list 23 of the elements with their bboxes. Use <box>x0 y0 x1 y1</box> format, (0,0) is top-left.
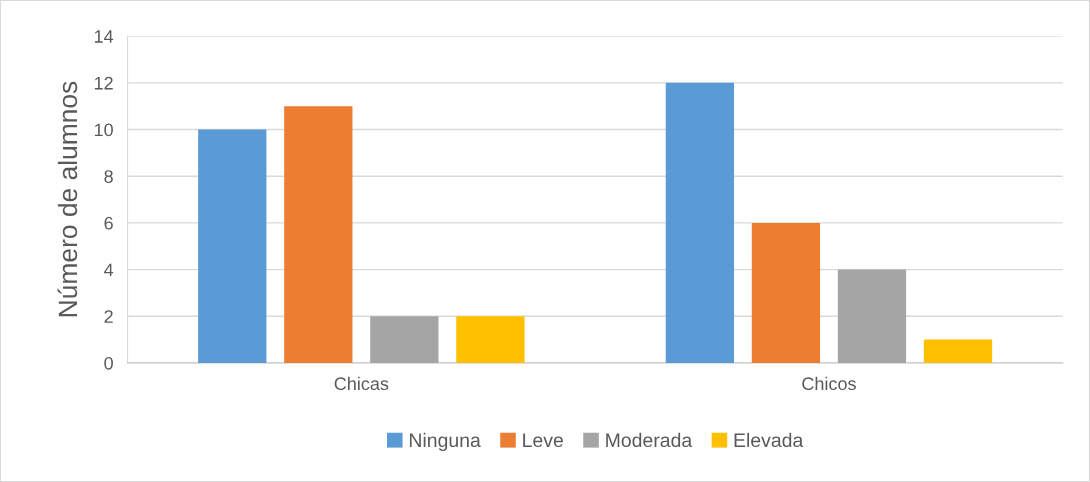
y-tick-label: 6 <box>104 216 113 230</box>
y-tick-label: 4 <box>104 263 114 277</box>
x-tick-label: Chicos <box>802 376 856 391</box>
bar <box>198 129 267 363</box>
y-axis-title: Número de alumnos <box>57 81 78 317</box>
y-tick-label: 8 <box>104 170 113 183</box>
x-tick-label: Chicas <box>334 376 389 391</box>
y-tick-label: 10 <box>94 123 113 137</box>
y-tick-label: 14 <box>94 30 114 43</box>
bar <box>837 269 907 363</box>
bar <box>284 106 353 363</box>
y-tick-label: 0 <box>104 356 113 370</box>
legend-label: Leve <box>523 433 563 448</box>
legend-label: Elevada <box>734 432 804 448</box>
bar <box>665 82 735 363</box>
bar <box>923 339 993 363</box>
y-tick-label: 2 <box>104 310 113 323</box>
bar <box>456 316 525 363</box>
y-tick-label: 12 <box>94 76 113 90</box>
bar <box>370 316 439 363</box>
bar <box>751 222 821 363</box>
legend-label: Ninguna <box>409 432 481 451</box>
legend-label: Moderada <box>606 432 693 448</box>
